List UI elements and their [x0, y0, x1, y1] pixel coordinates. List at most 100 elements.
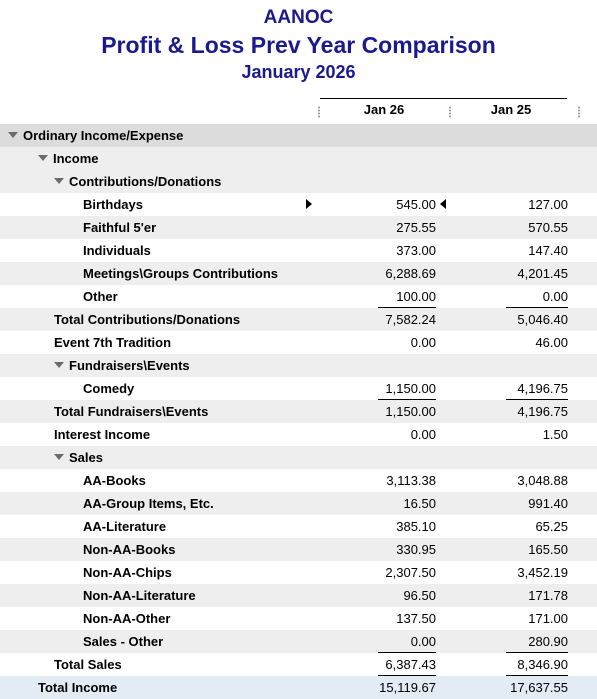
- value-jan-26[interactable]: 330.95: [396, 542, 436, 557]
- row-label: Other: [83, 285, 118, 308]
- row-label: Non-AA-Other: [83, 607, 170, 630]
- selection-right-arrow-icon: [306, 199, 312, 209]
- row-label-text: Birthdays: [83, 197, 143, 212]
- value-jan-26[interactable]: 96.50: [403, 588, 436, 603]
- value-jan-26[interactable]: 275.55: [396, 220, 436, 235]
- row-label: Income: [38, 147, 99, 170]
- value-jan-26[interactable]: 0.00: [410, 335, 436, 350]
- report-row[interactable]: Birthdays 545.00 127.00: [0, 193, 597, 216]
- report-row[interactable]: Ordinary Income/Expense: [0, 124, 597, 147]
- report-row[interactable]: Other 100.00 0.00: [0, 285, 597, 308]
- report-row[interactable]: Comedy 1,150.00 4,196.75: [0, 377, 597, 400]
- column-resize-handle[interactable]: [318, 106, 320, 118]
- value-jan-25[interactable]: 570.55: [528, 220, 568, 235]
- column-header-jan-26[interactable]: Jan 26: [363, 102, 405, 117]
- row-label: Non-AA-Literature: [83, 584, 196, 607]
- report-row[interactable]: Interest Income 0.00 1.50: [0, 423, 597, 446]
- value-jan-26[interactable]: 100.00: [378, 285, 436, 308]
- value-jan-25[interactable]: 8,346.90: [506, 653, 568, 676]
- value-jan-26[interactable]: 0.00: [378, 630, 436, 653]
- value-jan-25[interactable]: 0.00: [506, 285, 568, 308]
- value-jan-25[interactable]: 17,637.55: [510, 680, 568, 695]
- report-row[interactable]: Total Contributions/Donations 7,582.24 5,0…: [0, 308, 597, 331]
- value-jan-26[interactable]: 1,150.00: [378, 377, 436, 400]
- row-label-text: Sales: [69, 450, 103, 465]
- row-label-text: Faithful 5'er: [83, 220, 157, 235]
- collapse-triangle-icon[interactable]: [38, 155, 48, 161]
- collapse-triangle-icon[interactable]: [54, 362, 64, 368]
- collapse-triangle-icon[interactable]: [54, 454, 64, 460]
- value-jan-26[interactable]: 16.50: [403, 496, 436, 511]
- value-jan-25[interactable]: 127.00: [528, 197, 568, 212]
- value-jan-25[interactable]: 46.00: [535, 335, 568, 350]
- report-row[interactable]: Sales: [0, 446, 597, 469]
- row-label-text: Interest Income: [54, 427, 151, 442]
- report-rows: Ordinary Income/Expense Income Contributio…: [0, 124, 597, 699]
- row-label-text: Non-AA-Other: [83, 611, 171, 626]
- row-label-text: Income: [53, 151, 99, 166]
- row-label: Birthdays: [83, 193, 143, 216]
- report-row[interactable]: Total Fundraisers\Events 1,150.00 4,196.75: [0, 400, 597, 423]
- value-jan-25[interactable]: 3,048.88: [517, 473, 568, 488]
- column-resize-handle[interactable]: [578, 106, 580, 118]
- value-jan-25[interactable]: 65.25: [535, 519, 568, 534]
- value-jan-25[interactable]: 4,196.75: [506, 377, 568, 400]
- report-row[interactable]: AA-Literature 385.10 65.25: [0, 515, 597, 538]
- row-label: Total Sales: [54, 653, 122, 676]
- row-label: Non-AA-Chips: [83, 561, 172, 584]
- collapse-triangle-icon[interactable]: [8, 132, 18, 138]
- value-jan-25[interactable]: 147.40: [528, 243, 568, 258]
- value-jan-26[interactable]: 385.10: [396, 519, 436, 534]
- report-row[interactable]: Non-AA-Literature 96.50 171.78: [0, 584, 597, 607]
- value-jan-25[interactable]: 171.00: [528, 611, 568, 626]
- value-jan-26[interactable]: 7,582.24: [385, 312, 436, 327]
- value-jan-26[interactable]: 373.00: [396, 243, 436, 258]
- value-jan-25[interactable]: 171.78: [528, 588, 568, 603]
- value-jan-25[interactable]: 4,196.75: [517, 404, 568, 419]
- value-jan-26[interactable]: 6,387.43: [378, 653, 436, 676]
- report-row[interactable]: Sales - Other 0.00 280.90: [0, 630, 597, 653]
- value-jan-25[interactable]: 1.50: [542, 427, 568, 442]
- value-jan-25[interactable]: 3,452.19: [517, 565, 568, 580]
- row-label-text: Fundraisers\Events: [69, 358, 190, 373]
- row-label-text: AA-Group Items, Etc.: [83, 496, 214, 511]
- column-header-jan-25[interactable]: Jan 25: [490, 102, 532, 117]
- value-jan-25[interactable]: 5,046.40: [517, 312, 568, 327]
- value-jan-26[interactable]: 3,113.38: [386, 473, 436, 488]
- collapse-triangle-icon[interactable]: [54, 178, 64, 184]
- report-row[interactable]: AA-Group Items, Etc. 16.50 991.40: [0, 492, 597, 515]
- report-row[interactable]: Non-AA-Other 137.50 171.00: [0, 607, 597, 630]
- report-row[interactable]: Individuals 373.00 147.40: [0, 239, 597, 262]
- value-jan-26[interactable]: 0.00: [410, 427, 436, 442]
- report-row[interactable]: Meetings\Groups Contributions 6,288.69 4,2…: [0, 262, 597, 285]
- row-label-text: Ordinary Income/Expense: [23, 128, 184, 143]
- report-row[interactable]: Non-AA-Books 330.95 165.50: [0, 538, 597, 561]
- selection-left-arrow-icon: [440, 199, 446, 209]
- value-jan-25[interactable]: 280.90: [506, 630, 568, 653]
- row-label: AA-Literature: [83, 515, 166, 538]
- row-label: Ordinary Income/Expense: [8, 124, 183, 147]
- value-jan-26[interactable]: 1,150.00: [385, 404, 436, 419]
- row-label-text: Total Fundraisers\Events: [54, 404, 209, 419]
- report-row[interactable]: Non-AA-Chips 2,307.50 3,452.19: [0, 561, 597, 584]
- report-period: January 2026: [241, 62, 356, 82]
- report-row[interactable]: Total Sales 6,387.43 8,346.90: [0, 653, 597, 676]
- value-jan-26[interactable]: 15,119.67: [379, 680, 436, 695]
- value-jan-26[interactable]: 6,288.69: [385, 266, 436, 281]
- value-jan-26[interactable]: 2,307.50: [385, 565, 436, 580]
- row-label-text: Comedy: [83, 381, 135, 396]
- value-jan-26[interactable]: 137.50: [396, 611, 436, 626]
- value-jan-25[interactable]: 4,201.45: [517, 266, 568, 281]
- report-row[interactable]: Faithful 5'er 275.55 570.55: [0, 216, 597, 239]
- value-jan-25[interactable]: 991.40: [528, 496, 568, 511]
- report-row[interactable]: AA-Books 3,113.38 3,048.88: [0, 469, 597, 492]
- report-row[interactable]: Income: [0, 147, 597, 170]
- report-row[interactable]: Total Income 15,119.67 17,637.55: [0, 676, 597, 699]
- row-label: Meetings\Groups Contributions: [83, 262, 278, 285]
- report-row[interactable]: Fundraisers\Events: [0, 354, 597, 377]
- report-row[interactable]: Contributions/Donations: [0, 170, 597, 193]
- column-resize-handle[interactable]: [449, 106, 451, 118]
- value-jan-26[interactable]: 545.00: [396, 197, 436, 212]
- report-row[interactable]: Event 7th Tradition 0.00 46.00: [0, 331, 597, 354]
- value-jan-25[interactable]: 165.50: [528, 542, 568, 557]
